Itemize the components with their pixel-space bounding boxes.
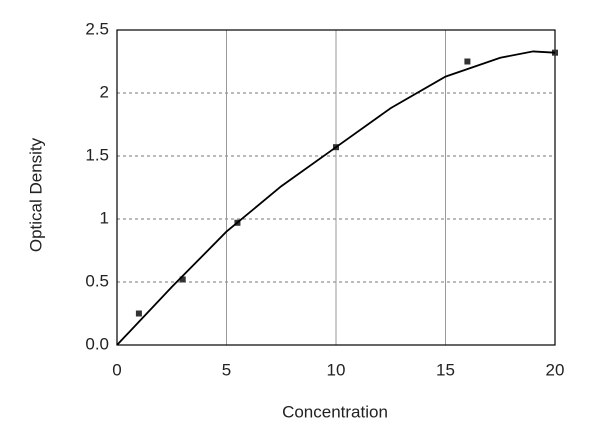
x-tick-label: 0 [112, 360, 121, 379]
y-tick-label: 0.5 [85, 271, 109, 290]
y-tick-label: 1 [100, 208, 109, 227]
data-point [464, 58, 471, 65]
y-tick-label: 0.0 [85, 334, 109, 353]
fit-curve [116, 50, 556, 346]
y-tick-label: 2.5 [85, 19, 109, 38]
x-tick-label: 20 [546, 360, 565, 379]
y-axis-label: Optical Density [26, 137, 45, 252]
x-tick-label: 10 [327, 360, 346, 379]
x-tick-label: 5 [222, 360, 231, 379]
x-axis-label: Concentration [282, 402, 388, 421]
data-point [135, 310, 142, 317]
data-point [179, 276, 186, 283]
plot-frame [116, 29, 556, 346]
y-tick-label: 1.5 [85, 145, 109, 164]
x-tick-label: 15 [436, 360, 455, 379]
y-tick-label: 2 [100, 82, 109, 101]
